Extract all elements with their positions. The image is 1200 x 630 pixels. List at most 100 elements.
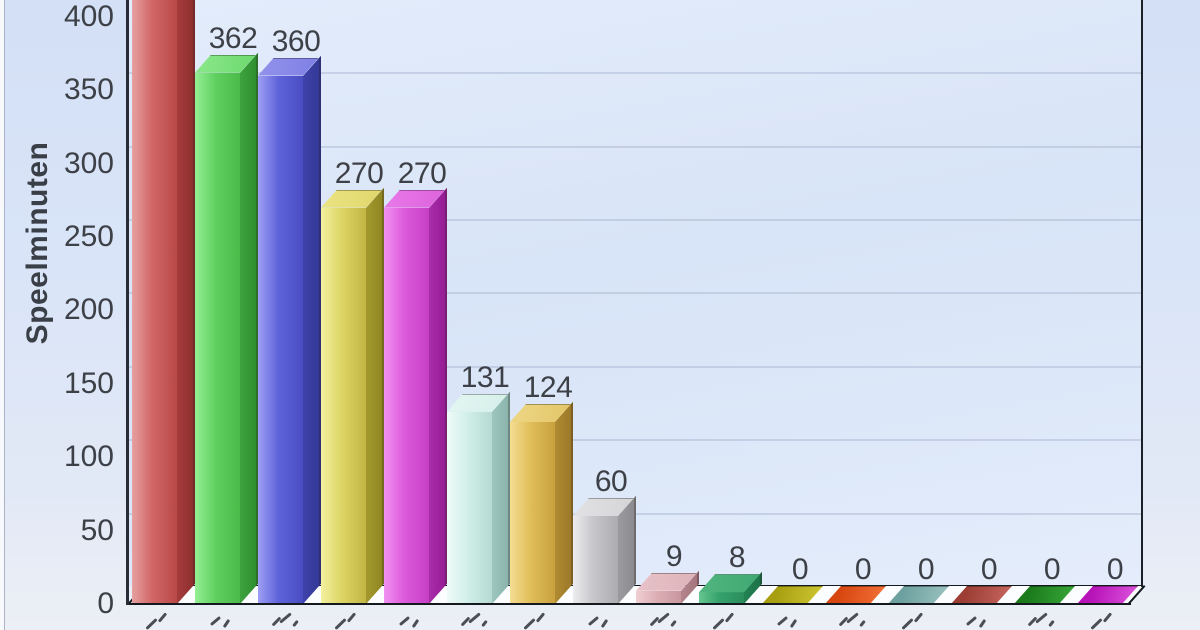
- bar-value-label: 0: [791, 553, 809, 586]
- bar-front-face: [573, 515, 618, 604]
- bar-front-face: [132, 0, 177, 604]
- bar-front-face: [699, 592, 744, 604]
- x-label-stub-stroke: [523, 618, 536, 630]
- x-label-stub-stroke: [398, 615, 411, 627]
- x-label-stub-stroke: [846, 612, 859, 624]
- bar-value-label: 0: [980, 553, 998, 586]
- bar-top-face: [447, 393, 508, 412]
- bar-zero: [762, 586, 823, 604]
- bar-value-label: 9: [665, 539, 683, 573]
- bar-front-face: [447, 411, 492, 604]
- bar-side-face: [555, 401, 573, 604]
- bar-zero: [888, 586, 949, 604]
- bar-side-face: [492, 391, 510, 604]
- bar-value-label: 270: [397, 156, 447, 190]
- bar-top-face: [699, 574, 760, 593]
- y-tick-label: 0: [97, 587, 114, 620]
- x-label-stub: [209, 611, 240, 630]
- bar-top-face: [636, 572, 697, 591]
- bar-value-label: 60: [594, 464, 628, 498]
- x-label-stub-stroke: [1090, 618, 1103, 630]
- x-label-stub-stroke: [712, 618, 725, 630]
- x-label-stub-stroke: [481, 619, 488, 628]
- bar-zero: [951, 586, 1012, 604]
- x-label-stub-stroke: [776, 615, 789, 627]
- bar-value-label: 8: [728, 541, 746, 575]
- x-label-stub-stroke: [1035, 612, 1048, 624]
- x-label-stub: [460, 611, 492, 630]
- x-label-stub-stroke: [978, 618, 987, 629]
- x-label-stub-stroke: [279, 612, 292, 624]
- y-tick-label: 150: [63, 366, 114, 400]
- x-label-stub-stroke: [292, 619, 299, 628]
- x-label-stub-stroke: [157, 612, 168, 623]
- y-axis-line: [126, 0, 129, 605]
- y-tick-label: 350: [63, 73, 114, 107]
- x-label-stub-stroke: [334, 618, 347, 630]
- x-label-stub-stroke: [145, 618, 158, 630]
- x-label-stub-stroke: [913, 612, 924, 623]
- x-label-stub: [587, 611, 618, 630]
- bar-top-face: [573, 497, 634, 516]
- bar-value-label: 124: [523, 370, 573, 404]
- x-label-stub: [271, 611, 303, 630]
- gridline: [128, 439, 1142, 442]
- bar-value-label: 0: [1043, 553, 1061, 586]
- bar-front-face: [321, 207, 366, 604]
- bar-value-label: 131: [460, 360, 510, 394]
- x-label-stub-stroke: [724, 612, 735, 623]
- bar-side-face: [366, 187, 384, 604]
- y-tick-label: 300: [63, 146, 114, 180]
- x-label-stub: [901, 611, 933, 630]
- bar-zero: [1077, 586, 1138, 604]
- bar-value-label: 360: [271, 24, 321, 58]
- bar-front-face: [384, 207, 429, 604]
- bar-top-face: [321, 189, 382, 208]
- x-label-stub-stroke: [670, 619, 677, 628]
- bar-side-face: [429, 187, 447, 604]
- bar-front-face: [636, 590, 681, 604]
- x-label-stub: [523, 611, 555, 630]
- bar-front-face: [195, 72, 240, 604]
- x-label-stub-stroke: [209, 615, 222, 627]
- bar-front-face: [258, 75, 303, 604]
- x-label-stub-stroke: [535, 612, 546, 623]
- bar-zero: [1014, 586, 1075, 604]
- x-label-stub: [776, 611, 807, 630]
- x-label-stub-stroke: [1102, 612, 1113, 623]
- x-label-stub-stroke: [789, 618, 798, 629]
- x-label-stub: [398, 611, 429, 630]
- bar-value-label: 270: [334, 156, 384, 190]
- bar-value-label: 0: [917, 553, 935, 586]
- window-edge-line: [4, 0, 5, 630]
- bar-value-label: 362: [208, 21, 258, 55]
- y-tick-label: 50: [80, 513, 114, 547]
- y-tick-label: 100: [63, 440, 114, 474]
- x-label-stub: [145, 611, 177, 630]
- floor-front-edge: [126, 602, 1131, 605]
- x-label-stub-stroke: [859, 619, 866, 628]
- y-tick-label: 200: [63, 293, 114, 327]
- x-label-stub-stroke: [468, 612, 481, 624]
- y-tick-label: 250: [63, 220, 114, 253]
- x-label-stub-stroke: [901, 618, 914, 630]
- x-label-stub-stroke: [346, 612, 357, 623]
- x-label-stub-stroke: [657, 612, 670, 624]
- gridline: [128, 219, 1142, 221]
- bar-side-face: [240, 52, 258, 604]
- gridline: [128, 72, 1142, 75]
- gridline: [128, 365, 1142, 368]
- bar-zero: [825, 586, 886, 604]
- gridline: [128, 292, 1142, 295]
- x-label-stub-stroke: [965, 615, 978, 627]
- x-label-stub: [1090, 611, 1122, 630]
- x-label-stub: [965, 611, 996, 630]
- bar-side-face: [303, 55, 321, 604]
- x-label-stub-stroke: [587, 615, 600, 627]
- x-label-stub: [838, 611, 870, 630]
- x-label-stub-stroke: [600, 618, 609, 629]
- gridline: [128, 145, 1142, 148]
- x-label-stub: [712, 611, 744, 630]
- bar-top-face: [510, 403, 571, 422]
